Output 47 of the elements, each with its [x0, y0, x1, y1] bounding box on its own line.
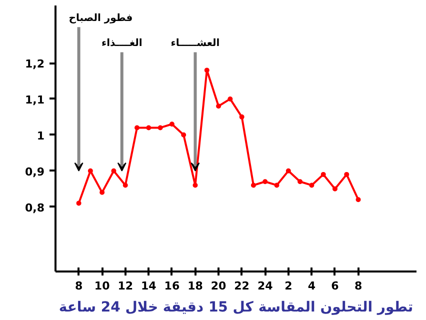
point	[309, 182, 314, 188]
point	[192, 182, 198, 188]
point	[250, 182, 256, 188]
point	[332, 186, 338, 192]
x-tick-label: 14	[141, 280, 157, 292]
point	[356, 197, 361, 202]
x-tick-label: 8	[354, 280, 362, 292]
y-tick-label: 1,2	[25, 58, 45, 71]
x-tick-label: 2	[284, 280, 292, 292]
x-tick-label: 16	[164, 280, 180, 292]
point	[158, 125, 163, 130]
x-tick-label: 20	[210, 280, 227, 292]
text: تطور التحلون المقاسة كل 15 دقيقة خلال 24 ساعة	[58, 300, 414, 316]
point	[298, 179, 303, 184]
annotation: الغــــذاء	[101, 38, 142, 50]
x-tick-label: 18	[188, 280, 203, 292]
y-tick-label: 0,8	[25, 201, 45, 214]
point	[274, 182, 280, 188]
point	[88, 168, 93, 174]
point	[76, 200, 82, 206]
point	[239, 114, 244, 120]
x-tick-label: 24	[257, 280, 274, 292]
point	[146, 125, 152, 130]
point	[204, 68, 210, 73]
x-tick-label: 4	[308, 280, 316, 292]
point	[228, 96, 233, 102]
point	[181, 132, 186, 138]
point	[320, 172, 326, 177]
x-tick-label: 8	[74, 280, 83, 292]
annotation: العشـــــاء	[170, 38, 220, 50]
point	[169, 122, 174, 127]
point	[216, 104, 222, 109]
point	[134, 125, 140, 130]
point	[262, 179, 268, 184]
y-tick-label: 1	[36, 129, 44, 142]
y-tick-label: 0,9	[25, 165, 45, 178]
point	[100, 190, 105, 195]
point	[111, 168, 116, 174]
annotation: فطور الصباح	[68, 13, 133, 24]
x-tick-label: 22	[234, 280, 250, 292]
x-tick-label: 12	[118, 280, 134, 292]
x-tick-label: 10	[94, 280, 110, 292]
point	[122, 182, 128, 188]
point	[286, 168, 291, 174]
x-tick-label: 6	[331, 280, 340, 292]
point	[344, 172, 350, 177]
y-tick-label: 1,1	[25, 93, 45, 106]
